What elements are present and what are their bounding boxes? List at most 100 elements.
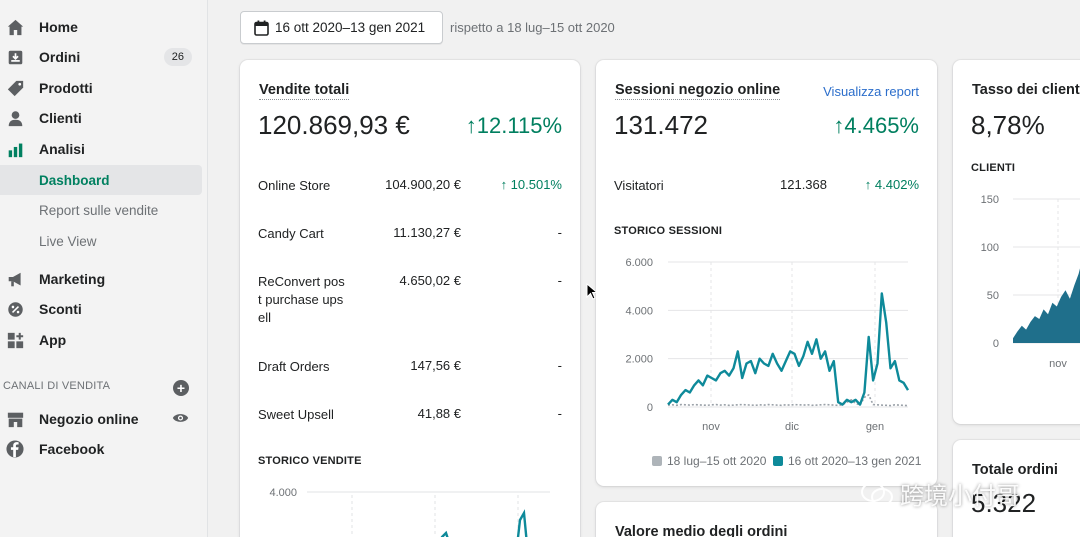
watermark-text: 跨境小付哥 [900,483,1020,510]
sales-row-change: ↑ 10.501% [500,177,562,192]
view-report-link[interactable]: Visualizza report [823,84,919,99]
tag-icon [6,79,24,97]
sales-row-value: 104.900,20 € [385,177,461,192]
sales-row-label: Online Store [258,178,331,193]
sidebar-item-facebook[interactable]: Facebook [0,434,202,464]
visitors-label: Visitatori [614,178,664,193]
sidebar-item-orders[interactable]: Ordini 26 [0,42,202,72]
average-order-value-card: Valore medio degli ordini [596,502,937,537]
date-range-picker[interactable]: 16 ott 2020–13 gen 2021 [240,11,443,44]
wechat-icon [861,481,893,506]
sales-row-value: 41,88 € [417,406,461,421]
sidebar-subitem-live-view[interactable]: Live View [0,226,202,256]
sidebar-item-label: Sconti [39,301,82,317]
person-icon [6,109,24,127]
card-title[interactable]: Sessioni negozio online [615,82,781,100]
total-orders-card: Totale ordini 5.322 [953,440,1080,537]
sidebar: Home Ordini 26 Prodotti Clienti Analisi … [0,0,208,537]
sidebar-subitem-label: Report sulle vendite [39,202,159,218]
date-range-label: 16 ott 2020–13 gen 2021 [275,20,426,35]
sales-row-value: 11.130,27 € [393,225,461,240]
sidebar-item-online-store[interactable]: Negozio online [0,404,202,434]
sidebar-item-apps[interactable]: App [0,325,202,355]
sidebar-item-label: Negozio online [39,411,139,427]
store-icon [6,410,24,428]
y-tick-label: 6.000 [625,257,653,269]
returning-rate-value: 8,78% [971,110,1045,140]
sales-growth: ↑12.115% [465,113,562,138]
sales-row-value: 4.650,02 € [399,273,461,288]
sidebar-item-customers[interactable]: Clienti [0,103,202,133]
visitors-change: ↑ 4.402% [864,177,919,192]
legend-label: 16 ott 2020–13 gen 2021 [788,454,922,468]
sales-row-change: - [557,358,562,373]
discount-icon [6,300,24,318]
y-tick-label: 4.000 [269,487,297,499]
sessions-history-chart: 6.000 4.000 2.000 0 nov dic gen [625,257,910,433]
sales-row-label: Draft Orders [258,359,330,374]
sidebar-item-label: Clienti [39,110,82,126]
y-tick-label: 4.000 [625,305,653,317]
sales-series-line [440,509,528,537]
y-tick-label: 0 [647,402,653,414]
customers-area [1013,268,1080,343]
facebook-icon [6,440,24,458]
x-tick-label: gen [866,421,884,433]
sidebar-item-products[interactable]: Prodotti [0,73,202,103]
sidebar-item-label: Facebook [39,441,105,457]
sidebar-subitem-dashboard[interactable]: Dashboard [0,165,202,195]
megaphone-icon [6,270,24,288]
sidebar-item-home[interactable]: Home [0,12,202,42]
y-tick-label: 50 [987,290,999,302]
sidebar-item-analytics[interactable]: Analisi [0,134,202,164]
sidebar-item-label: App [39,332,67,348]
sidebar-subitem-label: Live View [39,233,97,249]
sidebar-subitem-label: Dashboard [39,172,110,188]
watermark: 跨境小付哥 [860,476,1020,511]
sales-row-change: - [557,406,562,421]
sales-row-label: Sweet Upsell [258,407,334,422]
sales-row-change: - [557,273,562,288]
sales-history-chart: 4.000 [269,487,550,537]
sidebar-item-label: Ordini [39,49,81,65]
legend-label: 18 lug–15 ott 2020 [667,454,767,468]
x-tick-label: nov [702,421,720,433]
comparison-period: rispetto a 18 lug–15 ott 2020 [450,20,615,35]
previous-period-line [667,394,909,407]
card-title[interactable]: Totale ordini [972,462,1058,478]
sidebar-subitem-sales-reports[interactable]: Report sulle vendite [0,195,202,225]
sessions-value: 131.472 [614,110,708,140]
online-sessions-card: Sessioni negozio online Visualizza repor… [596,60,937,486]
legend-item-previous: 18 lug–15 ott 2020 [652,454,766,468]
x-tick-label: dic [785,421,800,433]
sales-row-label: ReConvert pos t purchase ups ell [258,274,345,325]
sales-history-label: STORICO VENDITE [258,455,362,467]
calendar-icon [254,20,269,39]
card-title[interactable]: Tasso dei client [972,82,1080,98]
sales-row-label: Candy Cart [258,226,324,241]
customers-section-label: CLIENTI [971,162,1016,174]
y-tick-label: 150 [981,194,999,206]
total-sales-card: Vendite totali 120.869,93 € ↑12.115% Onl… [240,60,580,537]
x-tick-label: nov [1049,358,1067,370]
card-title[interactable]: Valore medio degli ordini [615,524,788,537]
legend-item-current: 16 ott 2020–13 gen 2021 [773,454,921,468]
mouse-cursor-icon [586,283,598,300]
sales-channels-heading: CANALI DI VENDITA [3,380,111,392]
current-period-line [667,292,910,406]
card-title[interactable]: Vendite totali [259,82,350,100]
sales-row-change: - [557,225,562,240]
orders-icon [6,48,24,66]
total-sales-value: 120.869,93 € [258,110,410,140]
sales-row-value: 147,56 € [410,358,461,373]
sidebar-item-marketing[interactable]: Marketing [0,264,202,294]
sidebar-item-discounts[interactable]: Sconti [0,294,202,324]
visitors-value: 121.368 [780,177,827,192]
legend-swatch [652,456,662,466]
returning-customer-card: Tasso dei client 8,78% CLIENTI 150 100 50 0… [953,60,1080,424]
eye-icon[interactable] [172,411,189,428]
sidebar-item-label: Prodotti [39,80,93,96]
add-channel-icon[interactable]: + [173,380,189,396]
sidebar-item-label: Home [39,19,78,35]
orders-count-badge: 26 [163,48,192,66]
